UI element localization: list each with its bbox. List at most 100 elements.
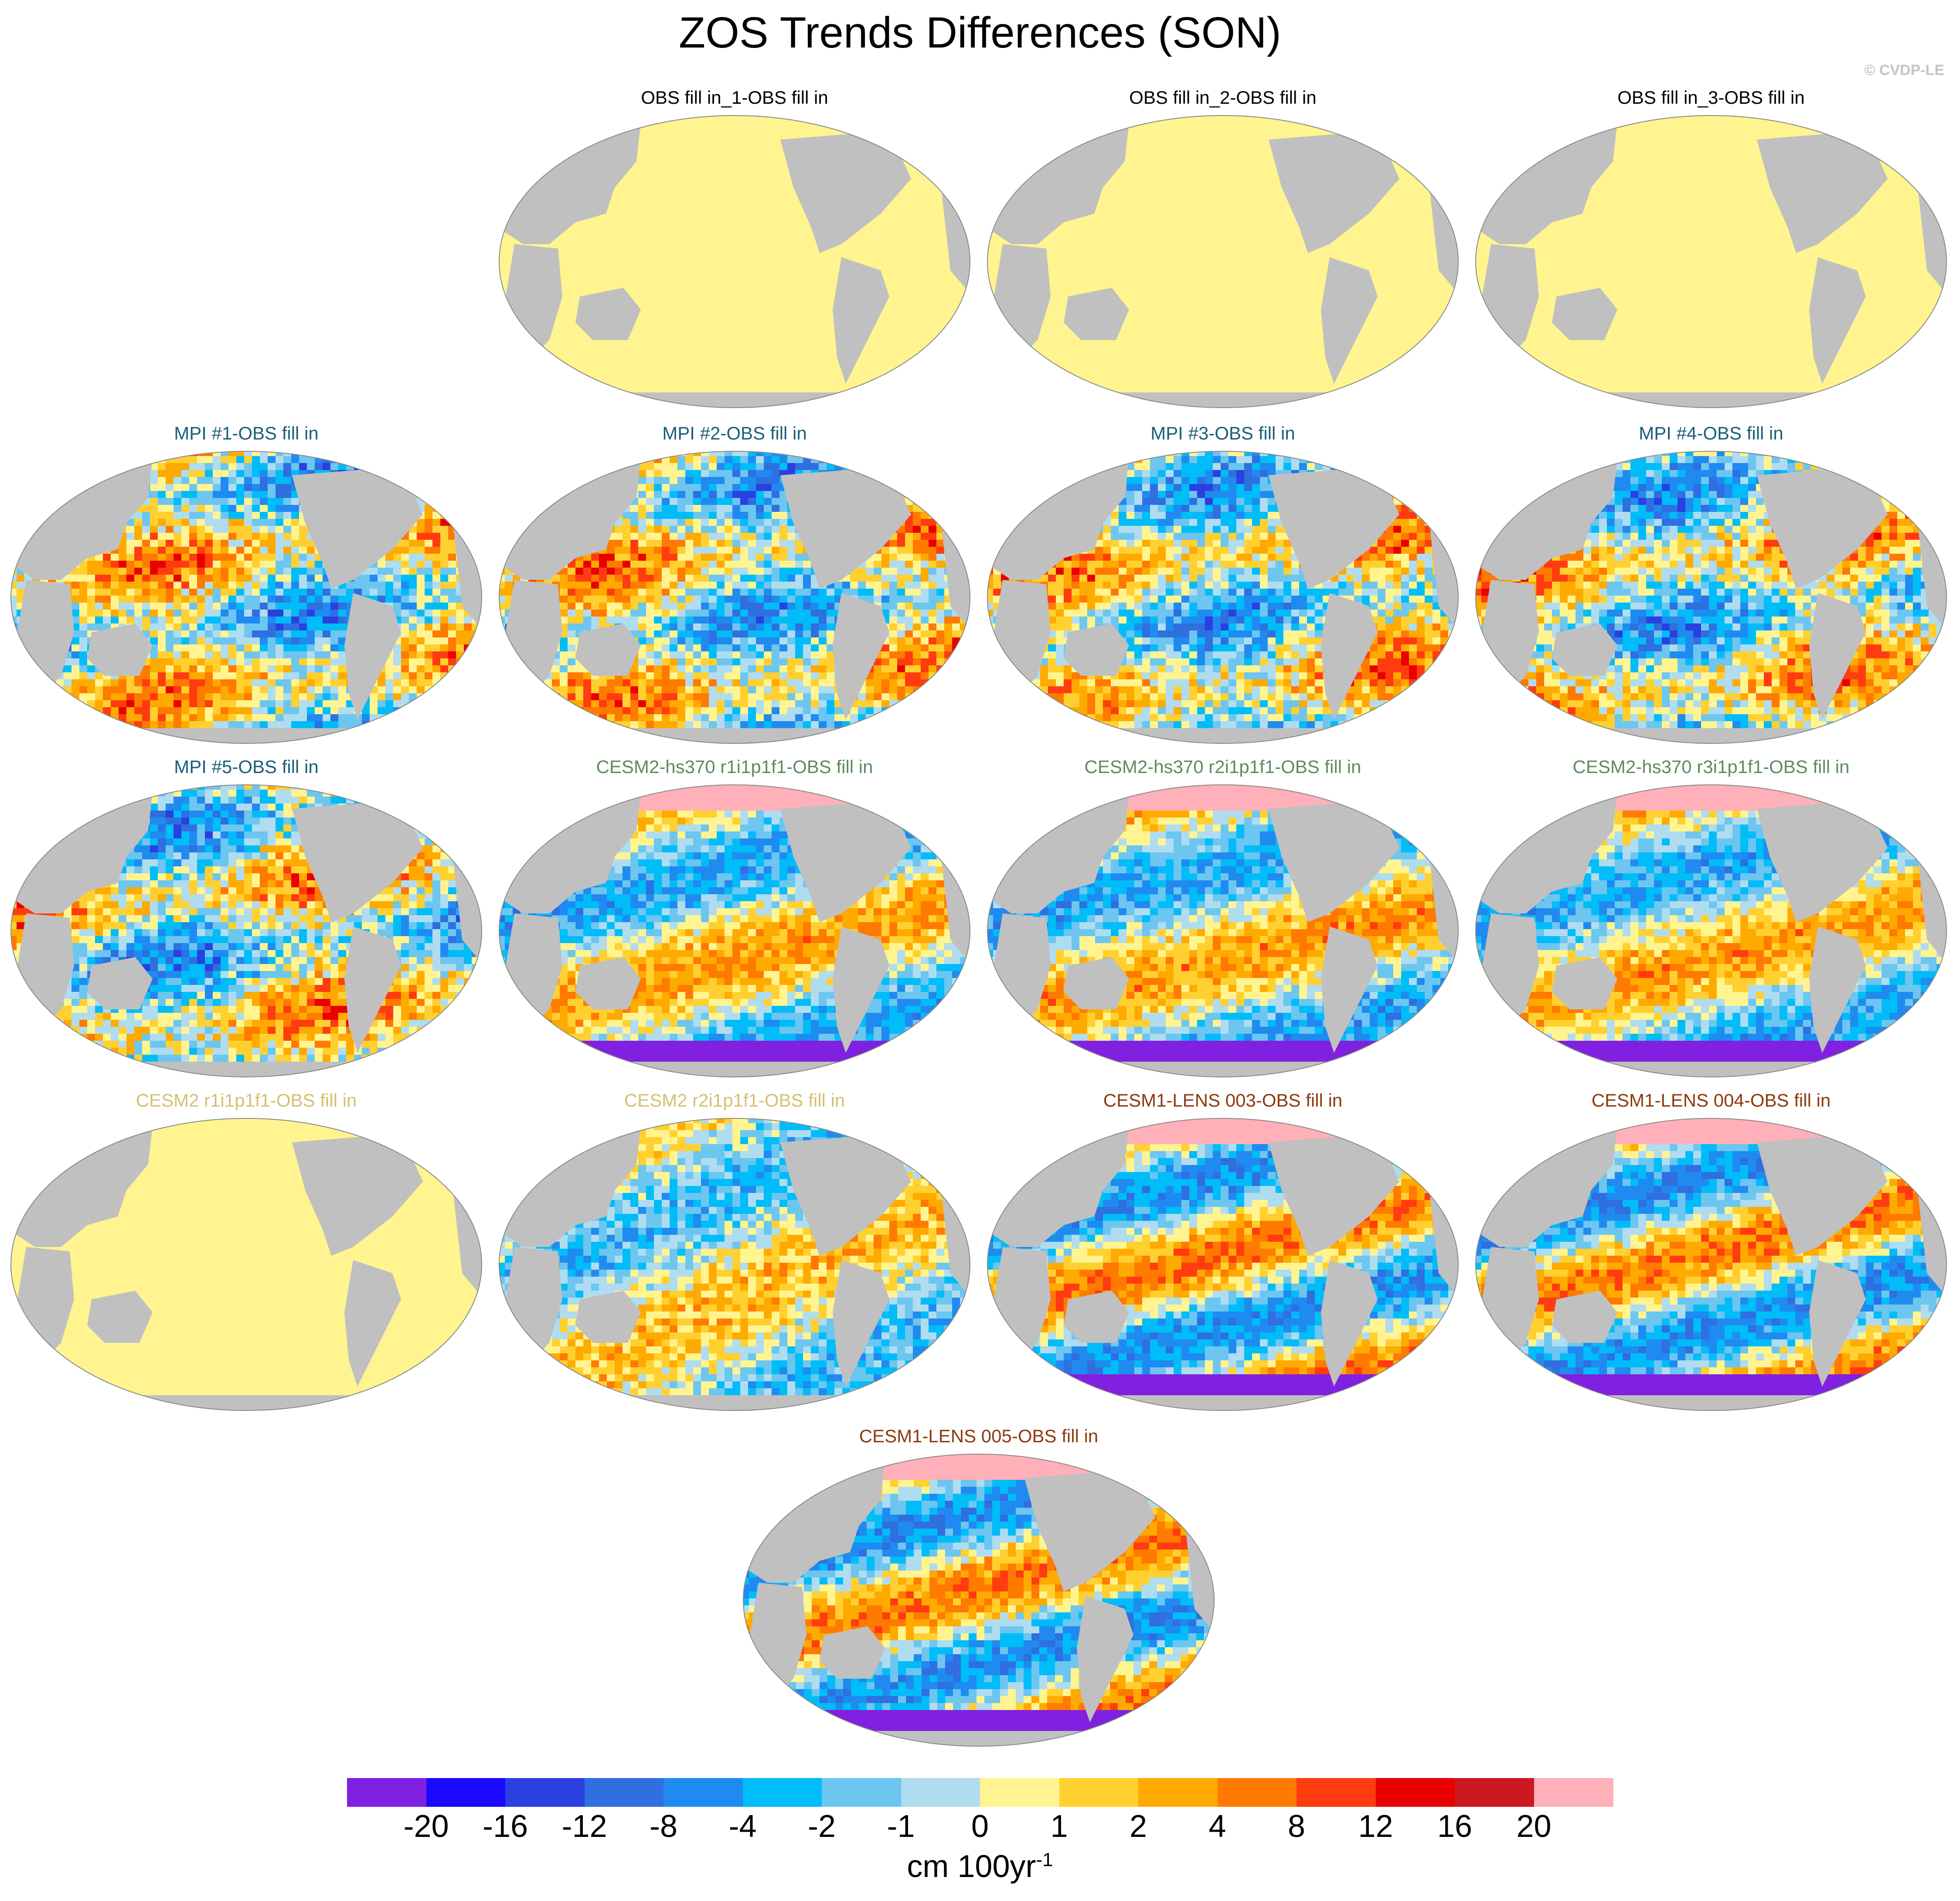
land-mass xyxy=(499,1125,641,1247)
world-map xyxy=(10,1118,482,1411)
world-map xyxy=(987,1118,1459,1411)
colorbar-box xyxy=(664,1778,743,1807)
panel-title: MPI #2-OBS fill in xyxy=(493,423,977,444)
land-mass xyxy=(575,957,641,1009)
land-mass xyxy=(1269,1134,1399,1256)
map-panel: MPI #5-OBS fill in xyxy=(4,756,488,1088)
colorbar-box xyxy=(1375,1778,1455,1807)
land-mass xyxy=(780,800,911,922)
world-map xyxy=(499,784,970,1077)
land-mass xyxy=(1395,1129,1426,1169)
colorbar-box xyxy=(1296,1778,1376,1807)
map-panel: CESM2-hs370 r2i1p1f1-OBS fill in xyxy=(981,756,1465,1088)
colorbar-tick-label: -20 xyxy=(396,1809,457,1844)
colorbar-box xyxy=(1138,1778,1218,1807)
map-panel: OBS fill in_1-OBS fill in xyxy=(493,87,977,419)
colorbar-box xyxy=(505,1778,585,1807)
land-mass xyxy=(575,623,641,676)
panel-title: MPI #4-OBS fill in xyxy=(1469,423,1953,444)
land-mass xyxy=(419,462,449,501)
world-map xyxy=(10,451,482,744)
land-mass xyxy=(1757,131,1888,253)
land-mass xyxy=(1269,131,1399,253)
map-panel: OBS fill in_2-OBS fill in xyxy=(981,87,1465,419)
land-mass xyxy=(743,1461,885,1583)
land-mass xyxy=(1809,927,1866,1053)
land-mass xyxy=(833,1260,889,1387)
land-mass xyxy=(87,1291,153,1343)
world-map xyxy=(499,451,970,744)
colorbar-box xyxy=(347,1778,427,1807)
land-mass xyxy=(1395,126,1426,166)
land-mass xyxy=(1883,1129,1914,1169)
land-mass xyxy=(1552,1291,1617,1343)
colorbar-tick-label: 16 xyxy=(1424,1809,1485,1844)
panel-title: OBS fill in_1-OBS fill in xyxy=(493,87,977,108)
world-map xyxy=(1475,1118,1947,1411)
map-panel: OBS fill in_3-OBS fill in xyxy=(1469,87,1953,419)
land-mass xyxy=(987,458,1129,580)
colorbar xyxy=(347,1778,1613,1807)
land-mass xyxy=(907,462,937,501)
land-mass xyxy=(575,288,641,340)
world-map xyxy=(499,1118,970,1411)
land-mass xyxy=(1064,957,1129,1009)
colorbar-tick-label: -8 xyxy=(633,1809,694,1844)
land-mass xyxy=(1809,593,1866,719)
land-mass xyxy=(344,927,401,1053)
colorbar-box xyxy=(1059,1778,1139,1807)
land-mass xyxy=(87,623,153,676)
land-mass xyxy=(1269,800,1399,922)
land-mass xyxy=(1321,1260,1378,1387)
panel-title: OBS fill in_3-OBS fill in xyxy=(1469,87,1953,108)
map-panel: CESM2 r1i1p1f1-OBS fill in xyxy=(4,1090,488,1421)
land-mass xyxy=(1476,122,1617,244)
land-mass xyxy=(1077,1596,1133,1722)
colorbar-box xyxy=(426,1778,506,1807)
land-mass xyxy=(1024,1469,1155,1591)
units-main: cm 100yr xyxy=(907,1849,1036,1884)
colorbar-tick-label: 1 xyxy=(1029,1809,1090,1844)
panel-title: MPI #1-OBS fill in xyxy=(4,423,488,444)
land-mass xyxy=(1476,1125,1617,1247)
land-mass xyxy=(11,791,153,913)
land-mass xyxy=(1064,288,1129,340)
land-mass xyxy=(499,791,641,913)
land-mass xyxy=(419,1129,449,1169)
land-mass xyxy=(499,458,641,580)
units-exponent: -1 xyxy=(1036,1849,1053,1870)
land-mass xyxy=(575,1291,641,1343)
world-map xyxy=(499,115,970,408)
land-mass xyxy=(1757,1134,1888,1256)
land-mass xyxy=(1064,623,1129,676)
land-mass xyxy=(292,467,423,589)
land-mass xyxy=(1476,791,1617,913)
panel-title: MPI #5-OBS fill in xyxy=(4,756,488,777)
land-mass xyxy=(292,1134,423,1256)
land-mass xyxy=(11,1125,153,1247)
world-map xyxy=(10,784,482,1077)
land-mass xyxy=(1757,800,1888,922)
land-mass xyxy=(833,257,889,384)
land-mass xyxy=(499,122,641,244)
land-mass xyxy=(987,1125,1129,1247)
panel-title: CESM1-LENS 003-OBS fill in xyxy=(981,1090,1465,1111)
panel-title: CESM1-LENS 004-OBS fill in xyxy=(1469,1090,1953,1111)
land-mass xyxy=(87,957,153,1009)
world-map xyxy=(743,1454,1215,1747)
colorbar-tick-label: 12 xyxy=(1345,1809,1406,1844)
land-mass xyxy=(1321,257,1378,384)
land-mass xyxy=(1757,467,1888,589)
colorbar-tick-label: -16 xyxy=(475,1809,536,1844)
colorbar-box xyxy=(1455,1778,1535,1807)
land-mass xyxy=(987,791,1129,913)
land-mass xyxy=(1883,796,1914,835)
world-map xyxy=(1475,451,1947,744)
land-mass xyxy=(1321,593,1378,719)
panel-title: CESM1-LENS 005-OBS fill in xyxy=(737,1426,1221,1447)
world-map xyxy=(1475,784,1947,1077)
colorbar-tick-label: -2 xyxy=(791,1809,852,1844)
world-map xyxy=(987,784,1459,1077)
world-map xyxy=(1475,115,1947,408)
map-panel: CESM1-LENS 005-OBS fill in xyxy=(737,1426,1221,1757)
